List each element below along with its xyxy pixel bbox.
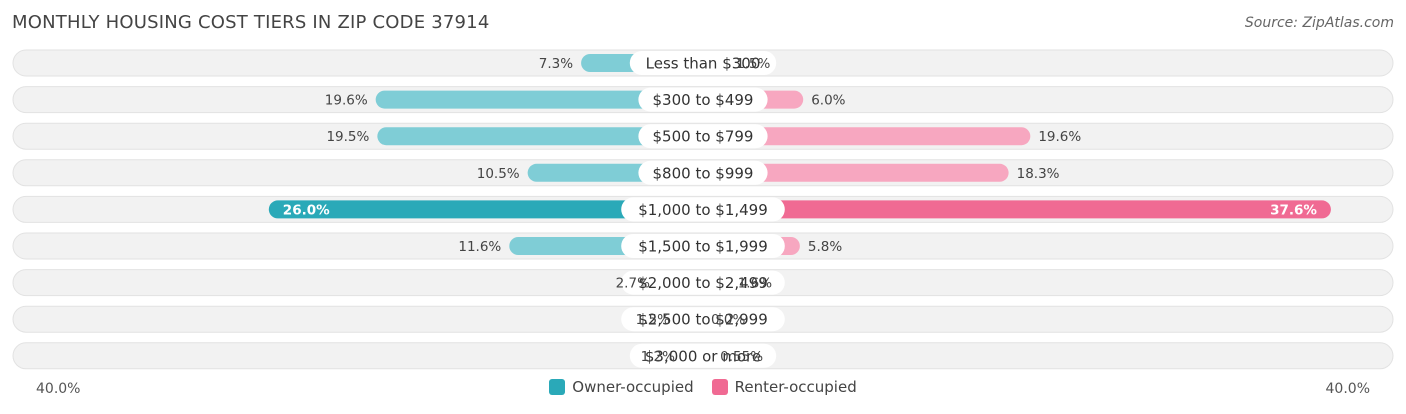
category-label-bg [638, 160, 768, 185]
owner-value-label: 11.6% [458, 239, 501, 255]
category-label-bg [629, 51, 777, 75]
renter-value-label: 18.3% [1017, 166, 1060, 182]
category-label: $3,000 or more [645, 347, 761, 365]
owner-value-label: 19.5% [326, 129, 369, 145]
category-label-bg [621, 197, 785, 222]
owner-bar [268, 200, 703, 219]
category-label: $2,500 to $2,999 [638, 311, 768, 329]
renter-value-label: 0.55% [720, 349, 763, 365]
owner-value-label: 10.5% [477, 166, 520, 182]
legend-renter-label: Renter-occupied [734, 378, 857, 396]
renter-value-label: 1.5% [736, 56, 770, 72]
category-label-bg [621, 270, 785, 295]
renter-bar [703, 127, 1031, 146]
chart-title: MONTHLY HOUSING COST TIERS IN ZIP CODE 3… [12, 12, 490, 33]
renter-bar [703, 200, 1331, 219]
owner-value-label: 2.7% [616, 276, 650, 292]
renter-value-label: 5.8% [808, 239, 842, 255]
axis-right-label: 40.0% [1325, 381, 1370, 397]
owner-bar [377, 127, 703, 146]
renter-bar [703, 163, 1009, 182]
axis-left-label: 40.0% [36, 381, 81, 397]
source-credit: Source: ZipAtlas.com [1244, 15, 1394, 31]
owner-swatch [549, 379, 566, 395]
category-label-bg [621, 234, 785, 258]
category-label: $500 to $799 [653, 128, 754, 146]
renter-value-label: 0.0% [711, 312, 745, 328]
category-label-bg [638, 124, 768, 149]
category-label: $1,500 to $1,999 [638, 238, 768, 256]
legend-owner-label: Owner-occupied [572, 378, 694, 396]
renter-swatch [711, 379, 728, 395]
category-label-bg [621, 307, 785, 332]
owner-value-label: 1.2% [641, 349, 675, 365]
legend-item-renter: Renter-occupied [711, 378, 857, 396]
owner-value-label: 1.5% [636, 312, 670, 328]
renter-value-label: 19.6% [1038, 129, 1081, 145]
owner-value-label: 19.6% [325, 93, 368, 109]
category-label: $300 to $499 [653, 91, 754, 109]
legend-item-owner: Owner-occupied [549, 378, 694, 396]
category-label: Less than $300 [646, 55, 761, 73]
owner-bar [375, 90, 703, 109]
owner-value-label: 7.3% [539, 56, 573, 72]
category-label: $2,000 to $2,499 [638, 274, 768, 292]
category-label-bg [629, 343, 777, 368]
owner-value-label: 26.0% [283, 202, 330, 218]
category-label-bg [638, 87, 768, 112]
renter-value-label: 1.6% [738, 276, 772, 292]
renter-value-label: 37.6% [1270, 202, 1317, 218]
renter-value-label: 6.0% [811, 93, 845, 109]
category-label: $1,000 to $1,499 [638, 201, 768, 219]
legend: Owner-occupied Renter-occupied [0, 378, 1406, 396]
category-label: $800 to $999 [653, 164, 754, 182]
